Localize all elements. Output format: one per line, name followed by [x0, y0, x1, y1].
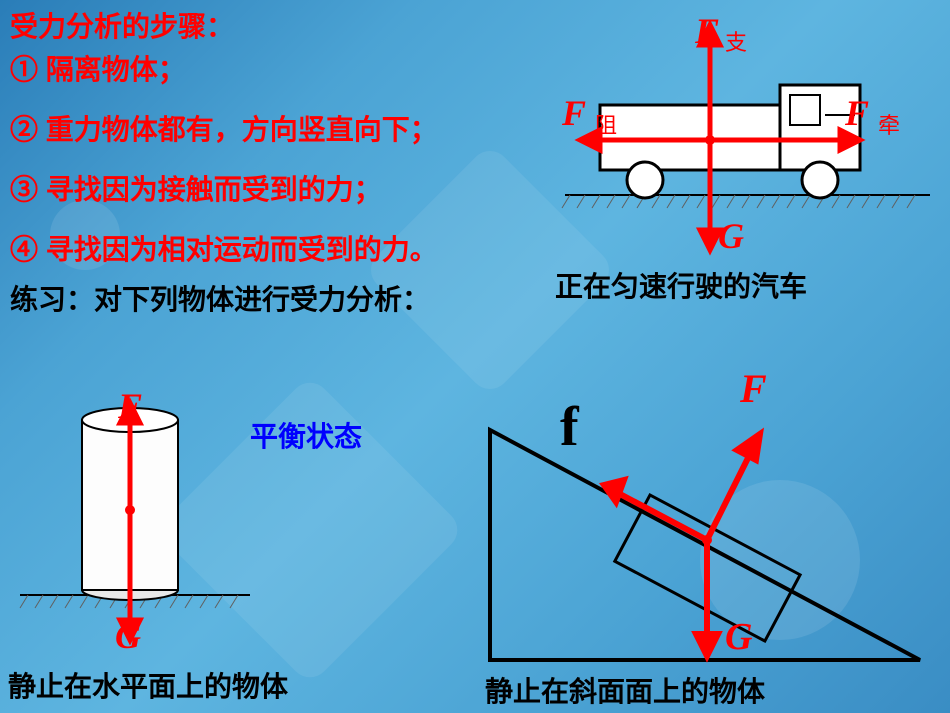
step-2: ② 重力物体都有，方向竖直向下；: [10, 108, 438, 148]
cyl-G: G: [115, 615, 141, 657]
step-3: ③ 寻找因为接触而受到的力；: [10, 168, 382, 208]
inc-f: f: [560, 395, 579, 459]
step-1: ① 隔离物体；: [10, 48, 186, 88]
cyl-F: F: [118, 385, 142, 427]
car-F-resist: F: [562, 92, 586, 134]
car-sub-pull: 牵: [878, 108, 900, 140]
car-sub-support: 支: [725, 25, 747, 57]
title: 受力分析的步骤：: [10, 5, 234, 45]
car-F-pull: F: [845, 92, 869, 134]
step-4: ④ 寻找因为相对运动而受到的力。: [10, 228, 438, 268]
practice-text: 练习：对下列物体进行受力分析：: [10, 278, 430, 318]
car-sub-resist: 阻: [595, 108, 617, 140]
car-caption: 正在匀速行驶的汽车: [555, 265, 807, 305]
cylinder-caption: 静止在水平面上的物体: [8, 665, 288, 705]
car-G: G: [718, 215, 744, 257]
car-F-support: F: [695, 10, 719, 52]
inc-G: G: [725, 615, 752, 659]
incline-diagram: [470, 370, 940, 680]
incline-caption: 静止在斜面面上的物体: [485, 670, 765, 710]
inc-F: F: [740, 365, 767, 412]
